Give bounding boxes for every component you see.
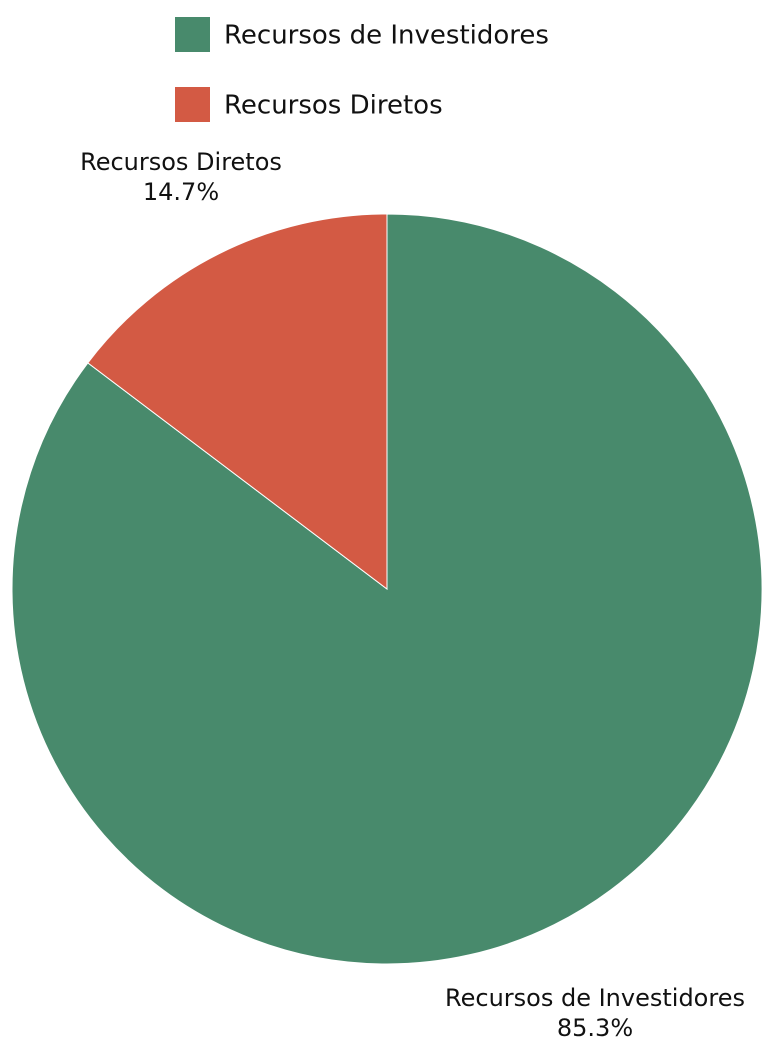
legend: Recursos de Investidores Recursos Diretos xyxy=(175,17,549,122)
slice-label-percent: 85.3% xyxy=(557,1014,633,1041)
slice-label-name: Recursos de Investidores xyxy=(445,984,745,1012)
pie-slices xyxy=(11,213,763,965)
slice-label-name: Recursos Diretos xyxy=(80,148,282,176)
legend-swatch xyxy=(175,17,210,52)
legend-swatch xyxy=(175,87,210,122)
pie-slice xyxy=(87,213,388,591)
legend-entry-label: Recursos de Investidores xyxy=(224,21,549,51)
legend-entry-label: Recursos Diretos xyxy=(224,91,443,121)
slice-label-percent: 14.7% xyxy=(143,178,219,206)
